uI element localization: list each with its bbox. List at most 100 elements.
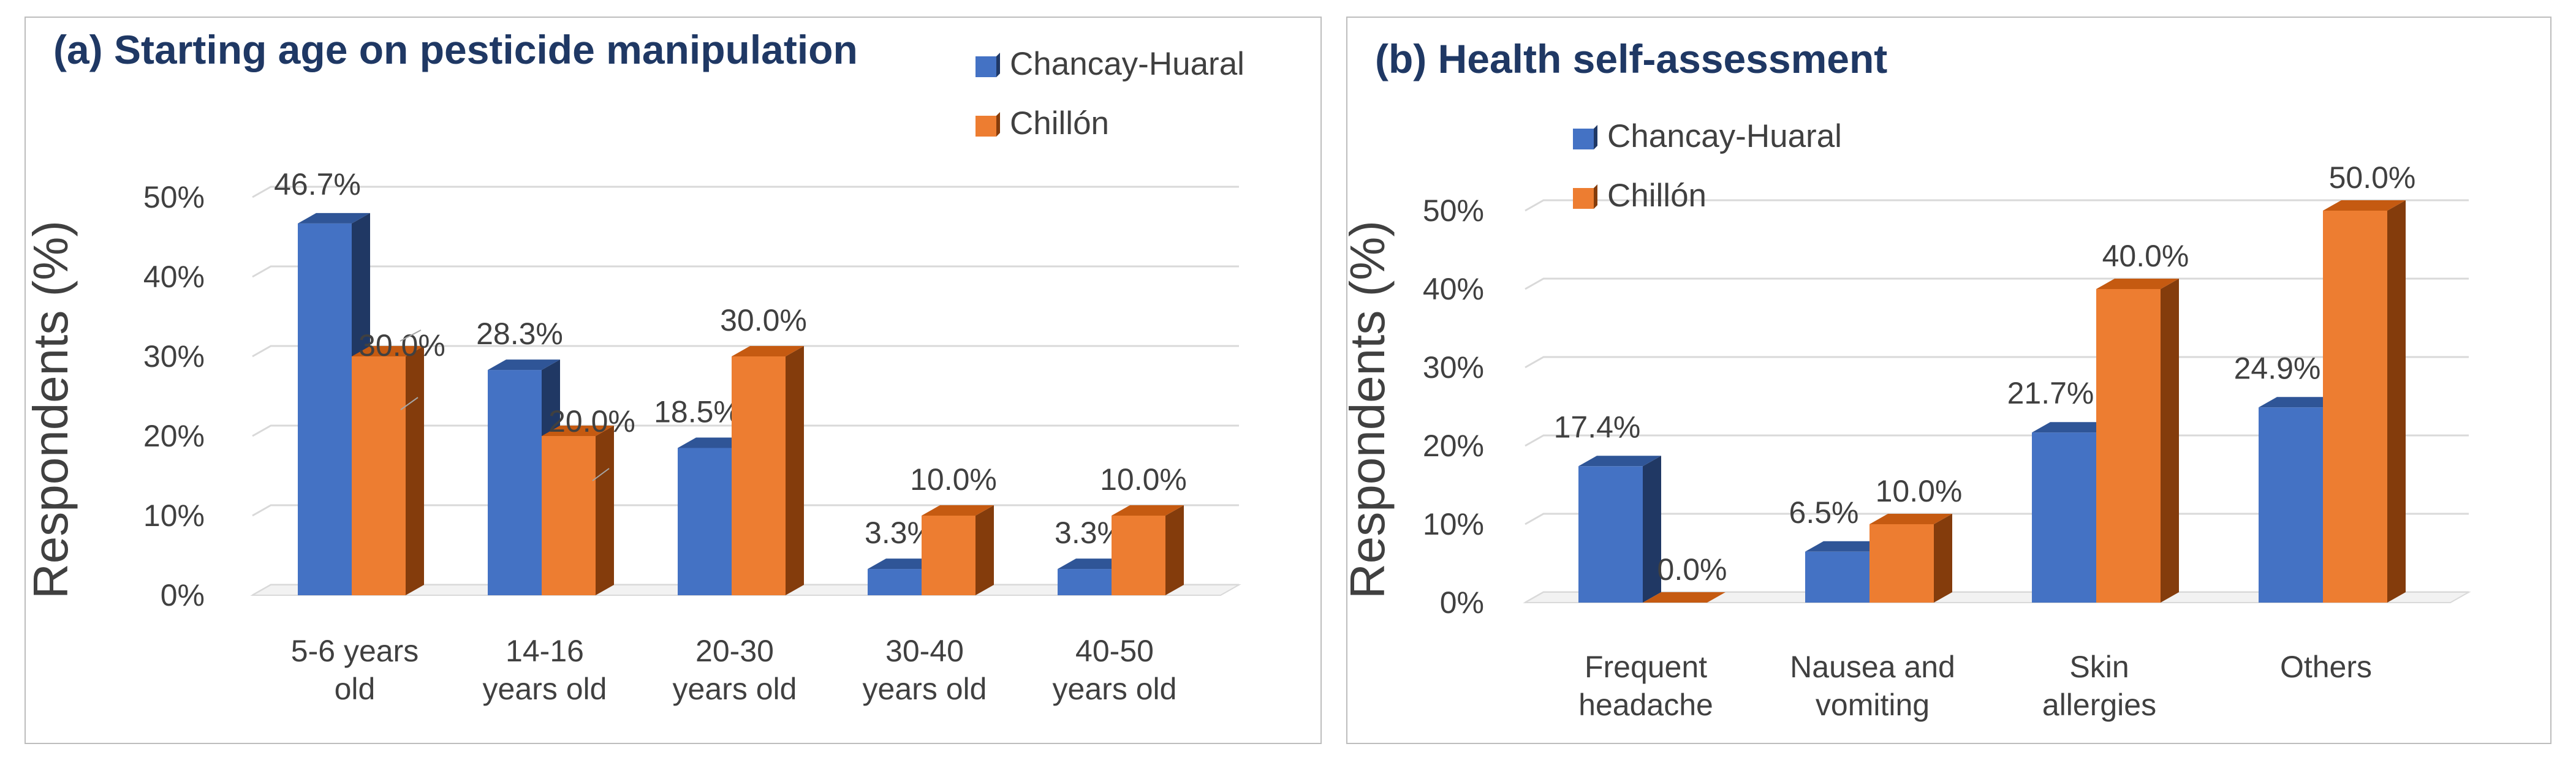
bar-front xyxy=(922,516,975,595)
data-label: 17.4% xyxy=(1554,410,1641,444)
category-label: 40-50 xyxy=(1075,634,1154,668)
legend-swatch-side xyxy=(996,112,1000,137)
bar-top xyxy=(542,426,614,436)
bar-top xyxy=(2032,422,2115,433)
data-label: 10.0% xyxy=(1876,474,1963,508)
y-axis-label: Respondents (%) xyxy=(1347,220,1395,599)
data-label: 28.3% xyxy=(476,317,563,351)
legend-swatch-side xyxy=(996,53,1000,77)
bar-front xyxy=(352,356,406,595)
y-tick-label: 30% xyxy=(1423,350,1484,385)
bar-chillon xyxy=(1643,592,1726,603)
legend-label: Chillón xyxy=(1607,178,1707,214)
bar-top xyxy=(1112,505,1184,516)
data-label: 10.0% xyxy=(910,462,997,497)
bar-front xyxy=(1869,524,1934,603)
y-tick-label: 40% xyxy=(1423,272,1484,306)
bar-front xyxy=(2259,407,2323,603)
bar-front xyxy=(732,356,786,595)
data-label: 0.0% xyxy=(1657,552,1727,587)
bar-front xyxy=(678,448,732,595)
gridline xyxy=(252,345,1239,358)
legend-label: Chillón xyxy=(1010,105,1109,141)
category-label: allergies xyxy=(2042,688,2156,722)
y-axis-label: Respondents (%) xyxy=(26,220,78,599)
label-leader-line xyxy=(592,468,610,481)
bar-top xyxy=(1643,592,1726,603)
y-tick-label: 30% xyxy=(143,339,205,374)
bar-side xyxy=(2161,279,2179,603)
y-tick-label: 10% xyxy=(1423,507,1484,541)
bar-top xyxy=(352,346,424,356)
bar-front xyxy=(1112,516,1165,595)
bar-side xyxy=(1165,505,1184,595)
bar-side xyxy=(2387,200,2406,603)
category-label: Skin xyxy=(2069,650,2129,684)
bar-chillon xyxy=(2096,279,2179,603)
bar-chillon xyxy=(732,346,804,595)
bar-front xyxy=(1805,551,1869,603)
category-label: old xyxy=(335,672,376,706)
bar-top xyxy=(1869,514,1952,524)
data-label: 10.0% xyxy=(1100,462,1187,497)
label-leader-line xyxy=(400,397,419,410)
bar-side xyxy=(1934,514,1952,603)
y-tick-label: 50% xyxy=(143,180,205,214)
legend-swatch xyxy=(1573,129,1594,149)
category-label: Nausea and xyxy=(1790,650,1955,684)
data-label: 46.7% xyxy=(274,167,361,201)
bar-top xyxy=(2096,279,2179,289)
category-label: Frequent xyxy=(1585,650,1707,684)
y-tick-label: 0% xyxy=(1440,585,1484,620)
y-tick-label: 20% xyxy=(143,419,205,453)
category-label: years old xyxy=(1053,672,1177,706)
legend-swatch-side xyxy=(1594,184,1597,209)
data-label: 30.0% xyxy=(358,328,445,363)
category-label: 14-16 xyxy=(506,634,584,668)
bar-top xyxy=(732,346,804,356)
data-label: 24.9% xyxy=(2234,351,2321,385)
data-label: 40.0% xyxy=(2102,239,2189,273)
bar-front xyxy=(1058,569,1112,595)
chart-a-svg: (a) Starting age on pesticide manipulati… xyxy=(26,27,1244,706)
bar-side xyxy=(786,346,804,595)
y-tick-label: 0% xyxy=(161,578,205,612)
bar-top xyxy=(298,212,370,224)
chart-title: (b) Health self-assessment xyxy=(1375,36,1887,81)
gridline xyxy=(252,265,1239,278)
category-label: 5-6 years xyxy=(291,634,419,668)
bar-front xyxy=(2096,289,2161,603)
gridline xyxy=(252,186,1239,198)
bar-chillon xyxy=(1112,505,1184,595)
bar-top xyxy=(488,359,560,370)
legend-swatch xyxy=(1573,188,1594,209)
bar-side xyxy=(975,505,994,595)
y-tick-label: 20% xyxy=(1423,429,1484,463)
y-tick-label: 50% xyxy=(1423,194,1484,228)
gridline xyxy=(1525,199,2469,212)
bar-chillon xyxy=(922,505,994,595)
bar-chillon xyxy=(2323,200,2406,603)
data-label: 50.0% xyxy=(2329,160,2416,195)
gridline xyxy=(252,424,1239,437)
label-leader-line xyxy=(400,329,422,342)
bar-side xyxy=(596,426,614,595)
chart-panel-a: (a) Starting age on pesticide manipulati… xyxy=(25,17,1322,744)
category-label: years old xyxy=(483,672,607,706)
data-label: 20.0% xyxy=(548,404,635,438)
bar-chancay-huaral xyxy=(1578,456,1661,603)
bar-chillon xyxy=(352,346,424,595)
bar-front xyxy=(298,223,352,595)
bar-top xyxy=(1578,456,1661,467)
legend-swatch xyxy=(975,116,996,137)
category-label: years old xyxy=(863,672,987,706)
bar-side xyxy=(406,346,424,595)
bar-top xyxy=(922,505,994,516)
category-label: headache xyxy=(1578,688,1713,722)
bar-top xyxy=(1805,541,1888,552)
gridline xyxy=(252,504,1239,517)
bar-front xyxy=(2032,432,2096,603)
legend-swatch-side xyxy=(1594,125,1597,149)
legend-label: Chancay-Huaral xyxy=(1010,46,1244,82)
bar-front xyxy=(1578,466,1643,603)
